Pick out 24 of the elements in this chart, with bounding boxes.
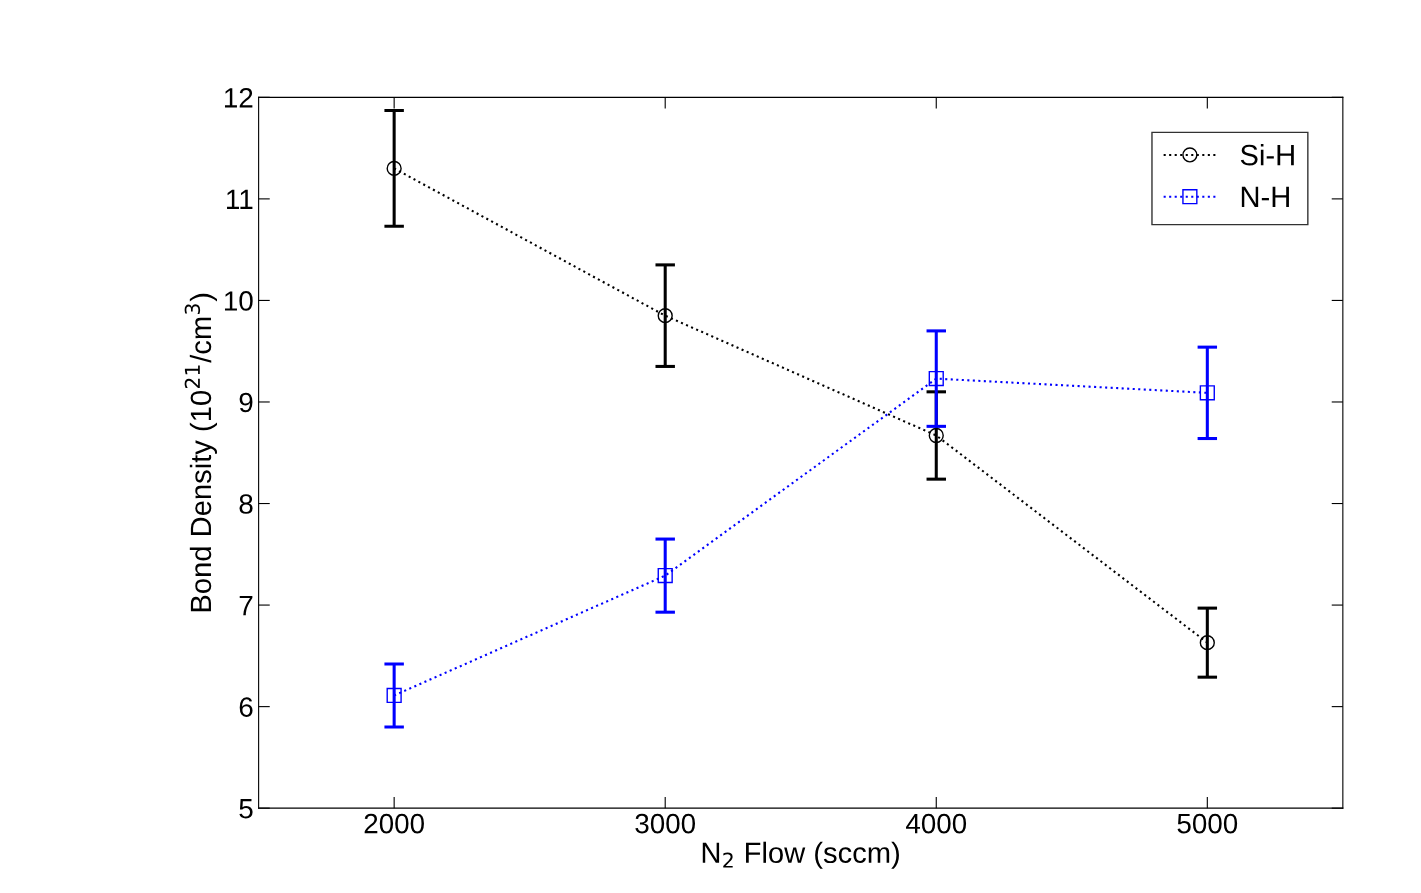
point: [386, 687, 402, 704]
point: [928, 370, 944, 387]
y-tick-label: 6: [239, 697, 253, 717]
y-tick-label: 8: [239, 494, 253, 514]
point: [657, 567, 673, 584]
legend-label: N-H: [1241, 186, 1289, 207]
point: [928, 427, 944, 444]
y-axis-title: Bond Density (10$^{21}$/cm$^{3}$): [184, 293, 218, 612]
point: [1199, 385, 1215, 401]
y-tick-label: 12: [224, 88, 253, 108]
x-axis-title: N$_{2}$ Flow (sccm): [702, 841, 899, 869]
legend-label: Si-H: [1240, 144, 1294, 166]
x-tick-label: 4000: [906, 813, 967, 834]
x-tick-label: 5000: [1177, 813, 1238, 834]
y-tick-label: 10: [224, 291, 253, 311]
y-tick-label: 9: [239, 392, 253, 413]
point: [386, 160, 402, 177]
y-tick-label: 7: [239, 596, 253, 616]
y-tick-label: 11: [227, 189, 253, 209]
point: [657, 308, 673, 324]
x-tick-label: 3000: [635, 813, 696, 834]
point: [1199, 635, 1215, 651]
y-tick-label: 5: [239, 799, 253, 819]
x-tick-label: 2000: [364, 813, 424, 834]
